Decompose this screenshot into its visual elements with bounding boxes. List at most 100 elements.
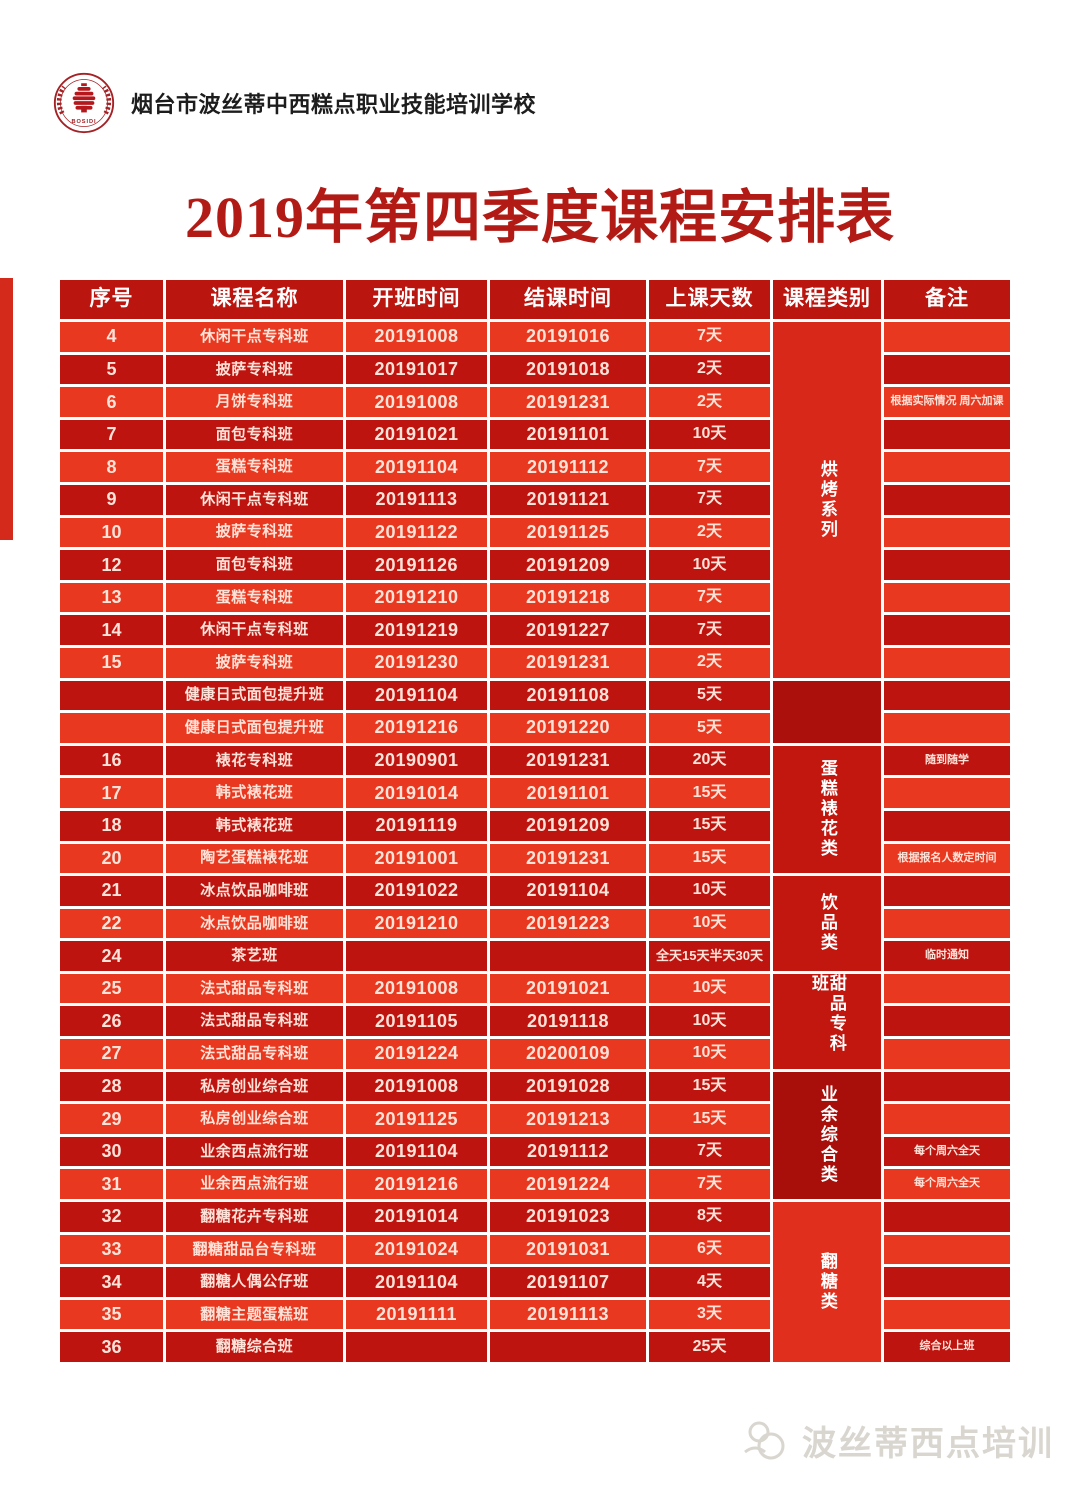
remark-cell [884,517,1010,548]
column-header-6: 课程类别 [773,280,881,319]
row-number-cell: 4 [60,322,163,352]
end-date-cell: 20191125 [490,517,646,548]
column-header-3: 开班时间 [346,280,487,319]
class-days-cell: 7天 [649,615,770,645]
row-number-cell: 34 [60,1267,163,1297]
column-header-4: 结课时间 [490,280,646,319]
end-date-cell: 20191121 [490,484,646,515]
start-date-cell: 20191008 [346,973,487,1004]
row-number-cell: 6 [60,387,163,417]
row-number-cell: 12 [60,550,163,580]
row-number-cell: 33 [60,1234,163,1265]
course-name-cell: 翻糖主题蛋糕班 [166,1299,343,1330]
course-name-cell: 业余西点流行班 [166,1169,343,1200]
remark-cell [884,550,1010,580]
course-name-cell: 休闲干点专科班 [166,322,343,352]
class-days-cell: 10天 [649,550,770,580]
row-number-cell: 31 [60,1169,163,1200]
end-date-cell: 20191101 [490,778,646,808]
remark-cell [884,1299,1010,1330]
remark-cell [884,354,1010,385]
remark-cell [884,647,1010,678]
remark-cell [884,713,1010,743]
course-name-cell: 披萨专科班 [166,517,343,548]
course-name-cell: 法式甜品专科班 [166,973,343,1004]
course-name-cell: 翻糖综合班 [166,1332,343,1362]
course-name-cell: 法式甜品专科班 [166,1039,343,1069]
remark-cell [884,582,1010,613]
row-number-cell: 9 [60,484,163,515]
remark-cell [884,1234,1010,1265]
remark-cell: 每个周六全天 [884,1169,1010,1200]
start-date-cell: 20191210 [346,582,487,613]
row-number-cell [60,680,163,711]
end-date-cell: 20191016 [490,322,646,352]
end-date-cell: 20191023 [490,1202,646,1232]
class-days-cell: 7天 [649,582,770,613]
row-number-cell: 15 [60,647,163,678]
end-date-cell: 20191209 [490,550,646,580]
remark-cell [884,615,1010,645]
remark-cell [884,680,1010,711]
course-name-cell: 法式甜品专科班 [166,1006,343,1037]
row-number-cell: 22 [60,908,163,939]
category-cell: 甜品专科班 [773,973,881,1069]
class-days-cell: 7天 [649,1169,770,1200]
course-name-cell: 冰点饮品咖啡班 [166,876,343,906]
start-date-cell: 20191008 [346,322,487,352]
school-name: 烟台市波丝蒂中西糕点职业技能培训学校 [131,92,537,117]
start-date-cell: 20191104 [346,1136,487,1167]
row-number-cell: 26 [60,1006,163,1037]
class-days-cell: 6天 [649,1234,770,1265]
course-name-cell: 蛋糕专科班 [166,582,343,613]
remark-cell [884,876,1010,906]
row-number-cell: 13 [60,582,163,613]
course-name-cell: 翻糖花卉专科班 [166,1202,343,1232]
column-header-7: 备注 [884,280,1010,319]
row-number-cell [60,713,163,743]
course-name-cell: 韩式裱花班 [166,778,343,808]
end-date-cell: 20191107 [490,1267,646,1297]
start-date-cell: 20191022 [346,876,487,906]
watermark: 波丝蒂西点培训 [741,1416,1054,1465]
class-days-cell: 15天 [649,843,770,874]
start-date-cell: 20191017 [346,354,487,385]
class-days-cell: 15天 [649,778,770,808]
course-name-cell: 私房创业综合班 [166,1104,343,1134]
course-name-cell: 健康日式面包提升班 [166,713,343,743]
course-name-cell: 陶艺蛋糕裱花班 [166,843,343,874]
class-days-cell: 4天 [649,1267,770,1297]
row-number-cell: 8 [60,452,163,482]
row-number-cell: 14 [60,615,163,645]
end-date-cell: 20191112 [490,1136,646,1167]
start-date-cell [346,1332,487,1362]
class-days-cell: 7天 [649,452,770,482]
end-date-cell [490,941,646,971]
class-days-cell: 5天 [649,713,770,743]
end-date-cell [490,1332,646,1362]
end-date-cell: 20191213 [490,1104,646,1134]
schedule-table: 序号 课程名称 开班时间 结课时间 上课天数 课程类别 备注 4 休闲干点专科班 20191008… [60,280,1010,1362]
column-header-2: 课程名称 [166,280,343,319]
row-number-cell: 7 [60,419,163,450]
class-days-cell: 10天 [649,419,770,450]
end-date-cell: 20191028 [490,1071,646,1102]
start-date-cell: 20191021 [346,419,487,450]
class-days-cell: 7天 [649,484,770,515]
class-days-cell: 10天 [649,876,770,906]
category-cell: 翻糖类 [773,1202,881,1362]
start-date-cell: 20191008 [346,1071,487,1102]
row-number-cell: 10 [60,517,163,548]
start-date-cell: 20191113 [346,484,487,515]
remark-cell [884,322,1010,352]
start-date-cell: 20191210 [346,908,487,939]
start-date-cell: 20190901 [346,745,487,776]
row-number-cell: 36 [60,1332,163,1362]
row-number-cell: 25 [60,973,163,1004]
remark-cell [884,1006,1010,1037]
remark-cell: 根据报名人数定时间 [884,843,1010,874]
end-date-cell: 20191209 [490,810,646,841]
end-date-cell: 20191113 [490,1299,646,1330]
page-header: BOSIDI 烟台市波丝蒂中西糕点职业技能培训学校 [52,70,536,136]
